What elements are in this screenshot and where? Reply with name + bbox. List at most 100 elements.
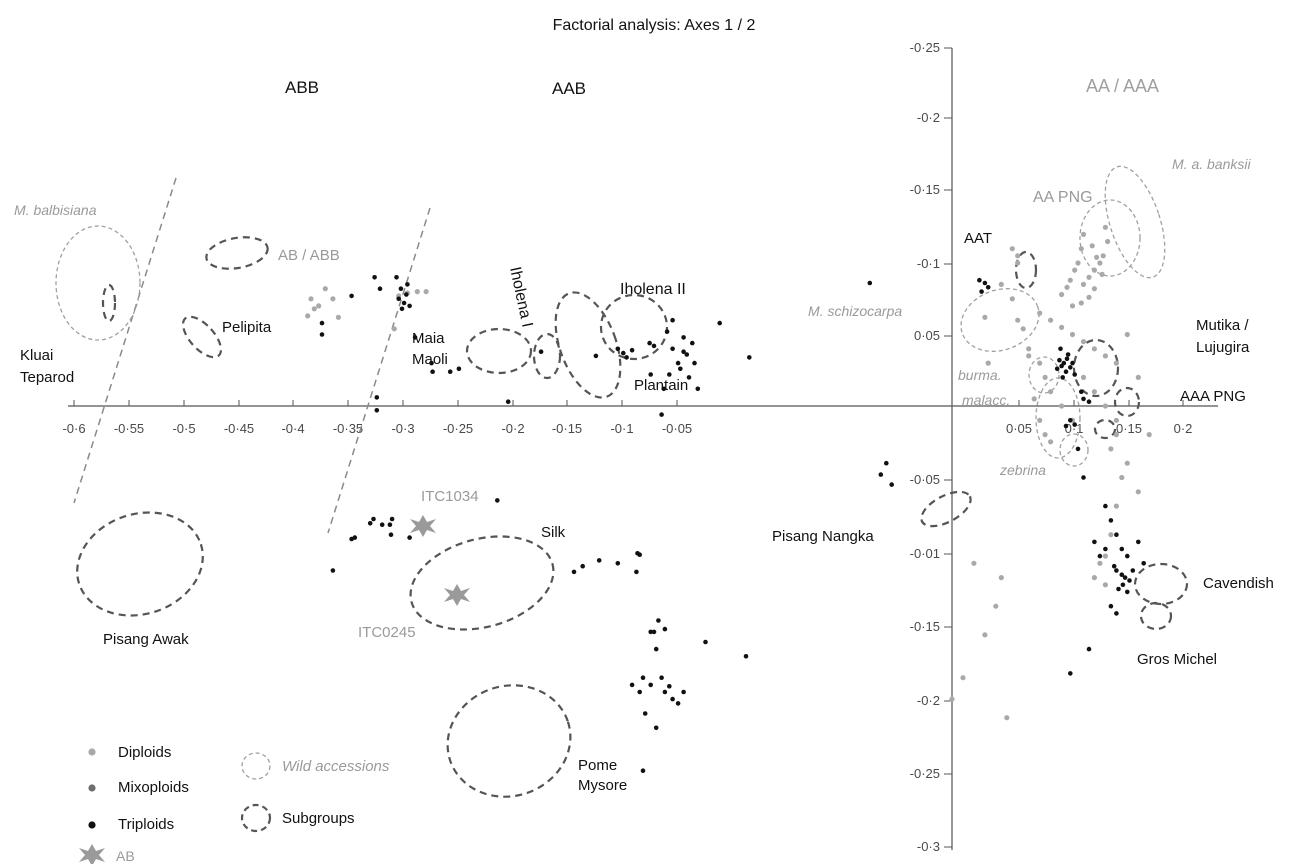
triploid-point: [675, 360, 681, 366]
diploid-point: [1037, 417, 1043, 423]
diploid-point: [993, 603, 999, 609]
diploid-point: [1099, 271, 1105, 277]
x-tick-label: -0·55: [114, 421, 144, 436]
ellipse-malacc: [1035, 377, 1081, 459]
triploid-point: [659, 412, 664, 417]
diploid-point: [1048, 317, 1054, 323]
triploid-point: [389, 516, 395, 522]
x-tick-label: -0·25: [443, 421, 473, 436]
label-pome-mysore-line2: Mysore: [578, 777, 627, 794]
label-mutika-line2: Lujugira: [1196, 339, 1250, 356]
x-tick-label: 0·15: [1116, 421, 1142, 436]
triploid-point: [505, 399, 511, 405]
diploid-point: [1078, 300, 1084, 306]
diploid-point: [1108, 446, 1114, 452]
diploid-point: [1020, 326, 1026, 332]
label-pome-mysore-line1: Pome: [578, 757, 617, 774]
legend-label-wild: Wild accessions: [282, 758, 390, 775]
triploid-point: [1072, 372, 1077, 377]
diploid-point: [1042, 432, 1048, 438]
triploid-point: [1061, 360, 1067, 366]
diploid-point: [998, 281, 1004, 287]
triploid-point: [1079, 389, 1084, 395]
label-aat: AAT: [964, 230, 992, 247]
diploid-point: [330, 296, 336, 302]
triploid-point: [1125, 553, 1130, 559]
triploid-point: [412, 335, 418, 340]
diploid-point: [1102, 353, 1108, 359]
triploid-point: [634, 569, 639, 575]
triploid-point: [377, 286, 383, 292]
diploid-point: [1097, 260, 1103, 266]
diploid-point: [1059, 324, 1065, 330]
diploid-point: [1102, 224, 1108, 230]
genome-label-abb: ABB: [285, 78, 319, 97]
diploid-point: [1091, 346, 1097, 352]
legend-marker-diploids: [88, 748, 96, 756]
triploid-point: [319, 332, 325, 337]
label-m-a-banksii: M. a. banksii: [1172, 156, 1251, 172]
triploid-point: [615, 346, 621, 352]
triploid-point: [1092, 539, 1097, 545]
diploid-point: [1113, 432, 1119, 438]
diploid-point: [1037, 310, 1043, 316]
ellipse-pisang-awak: [76, 511, 204, 617]
ellipse-cavendish: [1133, 562, 1189, 606]
diploid-point: [1080, 374, 1087, 380]
triploid-point: [982, 280, 988, 286]
triploid-point: [670, 696, 675, 702]
triploid-point: [675, 701, 681, 706]
triploid-point: [1108, 603, 1114, 609]
triploid-point: [593, 353, 599, 359]
triploid-point: [398, 286, 404, 292]
triploid-point: [653, 725, 659, 731]
x-tick-label: -0·6: [62, 421, 85, 436]
triploid-point: [538, 349, 544, 355]
diploid-point: [391, 326, 397, 332]
triploid-point: [1125, 589, 1130, 595]
triploid-point: [396, 296, 402, 302]
ellipse-ab-abb: [205, 236, 269, 270]
ab-stars: [410, 515, 470, 606]
separator-line-abb-aab: [327, 207, 431, 534]
triploid-point: [374, 395, 380, 400]
diploid-point: [1124, 460, 1130, 466]
ellipse-pome-mysore: [446, 684, 572, 798]
diploid-point: [949, 696, 955, 702]
triploid-point: [330, 568, 336, 573]
diploid-point: [998, 575, 1004, 581]
diploid-point: [1105, 238, 1111, 245]
ellipse-maia-maoli: [465, 327, 533, 375]
triploid-point: [1086, 399, 1092, 405]
diploid-point: [1037, 360, 1043, 366]
triploid-point: [1058, 346, 1063, 352]
diploid-point: [982, 314, 988, 320]
label-pisang-nangka: Pisang Nangka: [772, 528, 874, 545]
triploid-point: [684, 352, 690, 357]
triploid-point: [405, 282, 410, 287]
data-points: [305, 224, 1152, 773]
diploid-point: [1146, 432, 1152, 438]
triploid-point: [1114, 532, 1119, 537]
triploid-point: [681, 689, 686, 695]
diploid-point: [1059, 403, 1065, 409]
triploid-point: [1114, 568, 1119, 573]
diploid-point: [1091, 267, 1097, 273]
triploid-point: [667, 372, 672, 377]
axes: [68, 48, 1218, 850]
x-tick-label: -0·15: [552, 421, 582, 436]
diploid-point: [316, 303, 322, 309]
triploid-point: [1120, 582, 1126, 588]
diploid-point: [335, 314, 341, 320]
triploid-point: [399, 306, 405, 312]
diploid-point: [1100, 253, 1106, 259]
legend: Diploids Mixoploids Triploids AB Wild ac…: [79, 744, 390, 864]
triploid-point: [985, 285, 991, 290]
ellipse-aa-png: [1079, 199, 1141, 277]
triploid-point: [1063, 423, 1069, 429]
ab-star-itc1034: [410, 515, 436, 537]
triploid-point: [743, 654, 749, 659]
triploid-point: [629, 347, 635, 353]
ellipse-m-schizocarpa: [960, 288, 1040, 352]
diploid-point: [960, 675, 966, 681]
